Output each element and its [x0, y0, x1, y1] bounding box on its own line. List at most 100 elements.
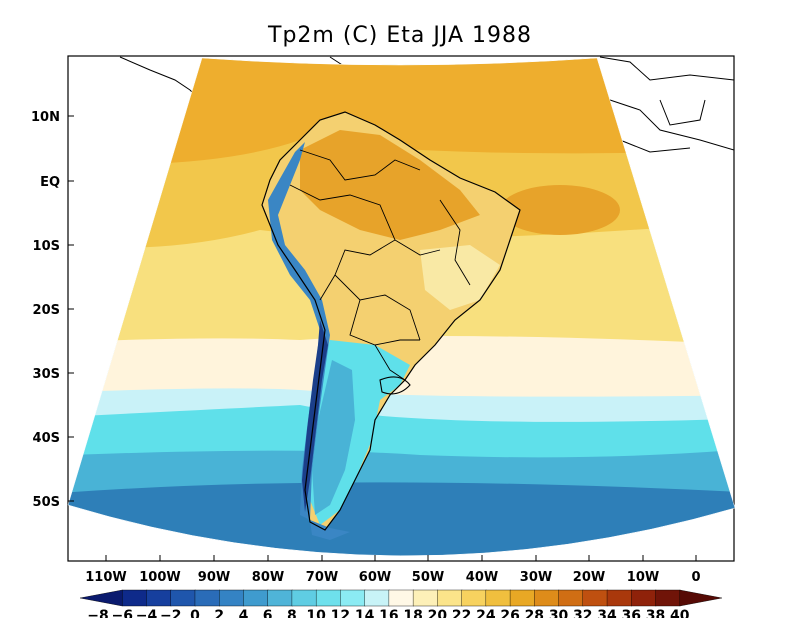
- colorbar-swatch: [558, 589, 584, 607]
- colorbar-label: −8: [87, 608, 108, 618]
- colorbar-label: 8: [287, 608, 297, 618]
- colorbar-label: −6: [111, 608, 132, 618]
- colorbar-label: 38: [646, 608, 665, 618]
- colorbar-swatch: [437, 589, 463, 607]
- colorbar-label: 24: [476, 608, 496, 618]
- lon-tick: 70W: [306, 555, 338, 585]
- lat-label: 50S: [33, 495, 60, 510]
- colorbar-swatch: [243, 589, 269, 607]
- patagonia-colder: [312, 360, 355, 515]
- lon-label: 30W: [520, 570, 552, 585]
- colorbar-swatch: [170, 589, 196, 607]
- colorbar-swatch: [509, 589, 536, 607]
- colorbar-swatch: [412, 589, 439, 607]
- lon-label: 110W: [85, 570, 126, 585]
- lat-tick: 20S: [33, 303, 74, 318]
- colorbar-label: 16: [379, 608, 398, 618]
- latitude-axis: 10N EQ 10S 20S 30S 40S 50S: [31, 110, 74, 510]
- lon-tick: 40W: [466, 555, 498, 585]
- colorbar-swatch: [340, 589, 366, 607]
- warm-ocean-patch: [500, 185, 620, 235]
- lat-tick: 30S: [33, 367, 74, 382]
- colorbar-swatch: [582, 589, 608, 607]
- colorbar-label: 40: [670, 608, 690, 618]
- lon-label: 50W: [412, 570, 444, 585]
- lon-tick: 90W: [198, 555, 230, 585]
- africa-border-b: [659, 99, 706, 126]
- colorbar-label: 22: [452, 608, 471, 618]
- lon-tick: 10W: [627, 555, 659, 585]
- colorbar-swatch: [267, 589, 293, 607]
- colorbar-swatch: [122, 589, 148, 607]
- colorbar-label: 12: [331, 608, 350, 618]
- colorbar-label: 36: [622, 608, 641, 618]
- lon-label: 90W: [198, 570, 230, 585]
- colorbar-label: 10: [306, 608, 326, 618]
- colorbar-label: 26: [500, 608, 519, 618]
- colorbar-label: 20: [428, 608, 448, 618]
- colorbar-swatch: [388, 589, 414, 607]
- lat-label: 30S: [33, 367, 60, 382]
- tierra-del-fuego: [310, 520, 350, 540]
- lon-label: 20W: [573, 570, 605, 585]
- colorbar-swatch: [194, 589, 220, 607]
- lon-label: 80W: [252, 570, 284, 585]
- colorbar-swatch: [291, 589, 317, 607]
- lon-label: 60W: [359, 570, 391, 585]
- lat-label: 10S: [33, 239, 60, 254]
- africa-border-a: [619, 139, 691, 153]
- colorbar: −8 −6 −4 −2 0 2 4 6 8 10 12 14 16 18 20 22 24 26 28 30 32 34 3…: [79, 589, 723, 618]
- lon-tick: 0: [691, 555, 701, 585]
- colorbar-label: 30: [549, 608, 569, 618]
- africa-coast-north: [599, 56, 734, 81]
- lon-tick: 20W: [573, 555, 605, 585]
- domain-edge: [67, 57, 736, 556]
- lon-tick: 30W: [520, 555, 552, 585]
- colorbar-swatch: [461, 589, 487, 607]
- lon-tick: 100W: [139, 555, 181, 585]
- colorbar-swatch: [315, 589, 342, 607]
- colorbar-label: 14: [355, 608, 375, 618]
- colorbar-label: 4: [239, 608, 249, 618]
- lat-label: 10N: [31, 110, 60, 125]
- colorbar-label: −2: [160, 608, 181, 618]
- colorbar-swatch: [631, 589, 657, 607]
- colorbar-swatch: [534, 589, 560, 607]
- lon-label: 70W: [306, 570, 338, 585]
- colorbar-swatch: [679, 589, 723, 607]
- colorbar-swatch: [146, 589, 172, 607]
- colorbar-label: 32: [573, 608, 592, 618]
- map-title: Tp2m (C) Eta JJA 1988: [267, 23, 532, 48]
- colorbar-label: 6: [263, 608, 273, 618]
- colorbar-swatch: [606, 589, 632, 607]
- lat-label: 40S: [33, 431, 60, 446]
- lat-tick: EQ: [40, 175, 74, 190]
- colorbar-label: 18: [403, 608, 422, 618]
- colorbar-label: 34: [597, 608, 617, 618]
- lon-label: 100W: [139, 570, 180, 585]
- amazon-warm-region: [300, 130, 480, 240]
- lon-tick: 110W: [85, 555, 127, 585]
- lat-label: EQ: [40, 175, 60, 190]
- country-borders: [261, 111, 521, 531]
- lat-tick: 40S: [33, 431, 74, 446]
- lat-tick: 50S: [33, 495, 74, 510]
- colorbar-swatch: [485, 589, 511, 607]
- colorbar-label: 0: [190, 608, 200, 618]
- lat-tick: 10N: [31, 110, 74, 125]
- colorbar-label: −4: [136, 608, 158, 618]
- lon-tick: 80W: [252, 555, 284, 585]
- lon-label: 0: [691, 570, 700, 585]
- colorbar-swatch: [79, 589, 123, 607]
- band-orange: [68, 58, 735, 165]
- brazil-highlands-cool: [420, 245, 500, 310]
- colorbar-label: 2: [214, 608, 224, 618]
- lon-tick: 60W: [359, 555, 391, 585]
- lon-label: 10W: [627, 570, 659, 585]
- africa-coast-gulf: [609, 99, 734, 151]
- longitude-axis: 110W 100W 90W 80W 70W 60W 50W 40W 30W 20…: [85, 555, 701, 585]
- lat-label: 20S: [33, 303, 60, 318]
- lon-label: 40W: [466, 570, 498, 585]
- colorbar-swatch: [364, 589, 390, 607]
